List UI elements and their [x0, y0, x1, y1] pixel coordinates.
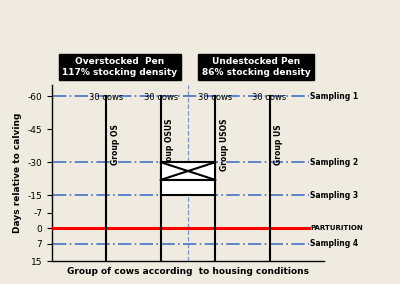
Text: Sampling 4: Sampling 4 [310, 239, 358, 248]
Text: Sampling 2: Sampling 2 [310, 158, 358, 167]
Text: 30 cows: 30 cows [252, 93, 287, 102]
Bar [161, 162, 215, 180]
Text: Group OSUS: Group OSUS [165, 118, 174, 171]
X-axis label: Group of cows according  to housing conditions: Group of cows according to housing condi… [67, 267, 309, 276]
Text: Overstocked  Pen
117% stocking density: Overstocked Pen 117% stocking density [62, 57, 178, 77]
Text: Group USOS: Group USOS [220, 118, 228, 171]
Text: Group US: Group US [274, 124, 283, 165]
Text: Undestocked Pen
86% stocking density: Undestocked Pen 86% stocking density [202, 57, 310, 77]
Y-axis label: Days relative to calving: Days relative to calving [13, 113, 22, 233]
Text: 30 cows: 30 cows [89, 93, 124, 102]
Text: 30 cows: 30 cows [198, 93, 232, 102]
Bar [161, 180, 215, 195]
Text: PARTURITION: PARTURITION [310, 225, 363, 231]
Text: Sampling 1: Sampling 1 [310, 92, 358, 101]
Text: Sampling 3: Sampling 3 [310, 191, 358, 200]
Text: Group OS: Group OS [111, 124, 120, 165]
Text: 30 cows: 30 cows [144, 93, 178, 102]
